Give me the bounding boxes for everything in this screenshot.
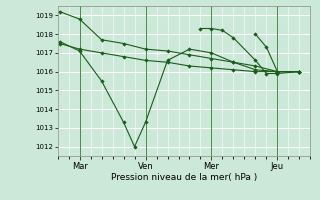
X-axis label: Pression niveau de la mer( hPa ): Pression niveau de la mer( hPa ) xyxy=(111,173,257,182)
